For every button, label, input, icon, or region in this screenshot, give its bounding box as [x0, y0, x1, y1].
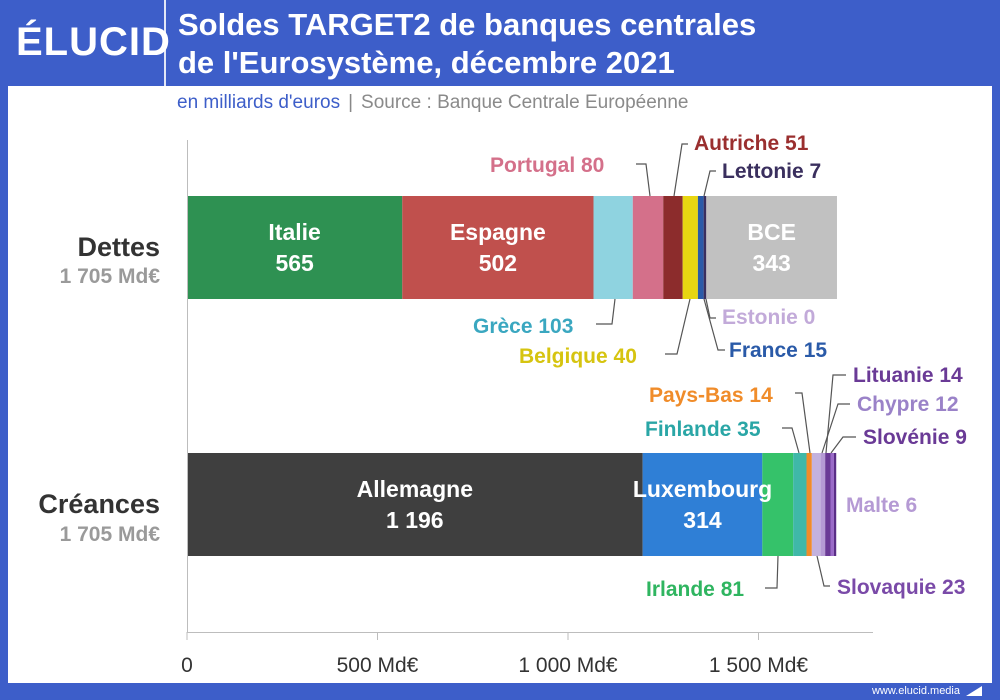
bar-value-italie: 565	[275, 250, 314, 276]
callout-label-lituanie: Lituanie 14	[853, 364, 963, 387]
x-tick-label: 0	[181, 654, 193, 677]
source-label: Source : Banque Centrale Européenne	[361, 92, 689, 113]
bar-creances-allemagne[interactable]	[187, 453, 643, 556]
unit-label: en milliards d'euros	[177, 92, 341, 113]
bar-label-allemagne: Allemagne	[357, 476, 473, 502]
chart-panel	[8, 86, 992, 683]
x-tick-label: 1 000 Md€	[518, 654, 618, 677]
callout-line-irlande	[765, 555, 779, 589]
callout-label-france: France 15	[729, 339, 827, 362]
bar-dettes-portugal[interactable]	[632, 196, 664, 299]
bar-value-luxembourg: 314	[683, 507, 722, 533]
row-total-creances: 1 705 Md€	[60, 523, 161, 546]
bar-label-italie: Italie	[268, 219, 320, 245]
callout-line-finlande	[782, 427, 800, 454]
chart-title-line2: de l'Eurosystème, décembre 2021	[178, 45, 675, 80]
bar-value-espagne: 502	[479, 250, 517, 276]
callout-label-lettonie: Lettonie 7	[722, 160, 821, 183]
bar-creances-irlande[interactable]	[762, 453, 794, 556]
chart-subtitle: en milliards d'euros | Source : Banque Cen…	[177, 92, 688, 114]
callout-line-france	[703, 298, 725, 351]
x-tick-label: 500 Md€	[337, 654, 419, 677]
callout-line-slovaquie	[816, 555, 830, 587]
callout-label-malte: Malte 6	[846, 494, 917, 517]
bar-dettes-italie[interactable]	[187, 196, 403, 299]
footer-url[interactable]: www.elucid.media	[871, 685, 960, 697]
elucid-logo[interactable]: ÉLUCID	[16, 20, 171, 64]
bar-label-espagne: Espagne	[450, 219, 546, 245]
bar-value-allemagne: 1 196	[386, 507, 444, 533]
callout-label-portugal: Portugal 80	[490, 154, 604, 177]
bar-dettes-grece[interactable]	[593, 196, 633, 299]
header-divider	[164, 0, 166, 86]
elucid-mark-icon	[966, 686, 982, 696]
row-label-dettes: Dettes	[77, 232, 160, 262]
callout-line-lettonie	[703, 170, 716, 197]
bar-dettes-autriche[interactable]	[663, 196, 683, 299]
subtitle-separator: |	[348, 92, 354, 113]
callout-line-pays-bas	[795, 392, 811, 454]
x-tick-label: 1 500 Md€	[709, 654, 809, 677]
bar-creances-slovaquie[interactable]	[811, 453, 821, 556]
callout-line-estonie	[705, 298, 716, 319]
callout-line-autriche	[673, 143, 688, 197]
row-total-dettes: 1 705 Md€	[60, 265, 161, 288]
bar-label-luxembourg: Luxembourg	[633, 476, 772, 502]
bar-dettes-belgique[interactable]	[682, 196, 698, 299]
callout-label-irlande: Irlande 81	[646, 578, 744, 601]
callout-label-finlande: Finlande 35	[645, 418, 761, 441]
callout-label-pays-bas: Pays-Bas 14	[649, 384, 773, 407]
callout-label-estonie: Estonie 0	[722, 306, 815, 329]
header: ÉLUCID Soldes TARGET2 de banques central…	[0, 0, 1000, 86]
bar-creances-malte[interactable]	[833, 453, 837, 556]
bar-dettes-bce[interactable]	[706, 196, 837, 299]
callout-label-slovenie: Slovénie 9	[863, 426, 967, 449]
bar-creances-chypre[interactable]	[820, 453, 826, 556]
callout-line-grece	[596, 298, 616, 325]
callout-line-slovenie	[830, 436, 856, 454]
callout-line-portugal	[636, 163, 651, 197]
bar-creances-lituanie[interactable]	[825, 453, 831, 556]
bar-creances-slovenie[interactable]	[830, 453, 834, 556]
callout-line-belgique	[665, 298, 691, 355]
callout-label-autriche: Autriche 51	[694, 132, 809, 155]
bar-dettes-lettonie[interactable]	[703, 196, 707, 299]
row-label-creances: Créances	[38, 489, 160, 519]
bar-dettes-france[interactable]	[697, 196, 704, 299]
callout-label-belgique: Belgique 40	[519, 345, 637, 368]
chart-title: Soldes TARGET2 de banques centrales de l…	[178, 6, 756, 82]
bar-creances-pays-bas[interactable]	[806, 453, 812, 556]
chart-title-line1: Soldes TARGET2 de banques centrales	[178, 7, 757, 42]
bar-dettes-espagne[interactable]	[402, 196, 594, 299]
callout-line-lituanie	[825, 374, 846, 454]
callout-label-slovaquie: Slovaquie 23	[837, 576, 965, 599]
callout-label-chypre: Chypre 12	[857, 393, 959, 416]
bar-label-bce: BCE	[747, 219, 796, 245]
bar-creances-finlande[interactable]	[793, 453, 807, 556]
callout-label-grece: Grèce 103	[473, 315, 573, 338]
bar-value-bce: 343	[752, 250, 790, 276]
bar-creances-luxembourg[interactable]	[642, 453, 763, 556]
